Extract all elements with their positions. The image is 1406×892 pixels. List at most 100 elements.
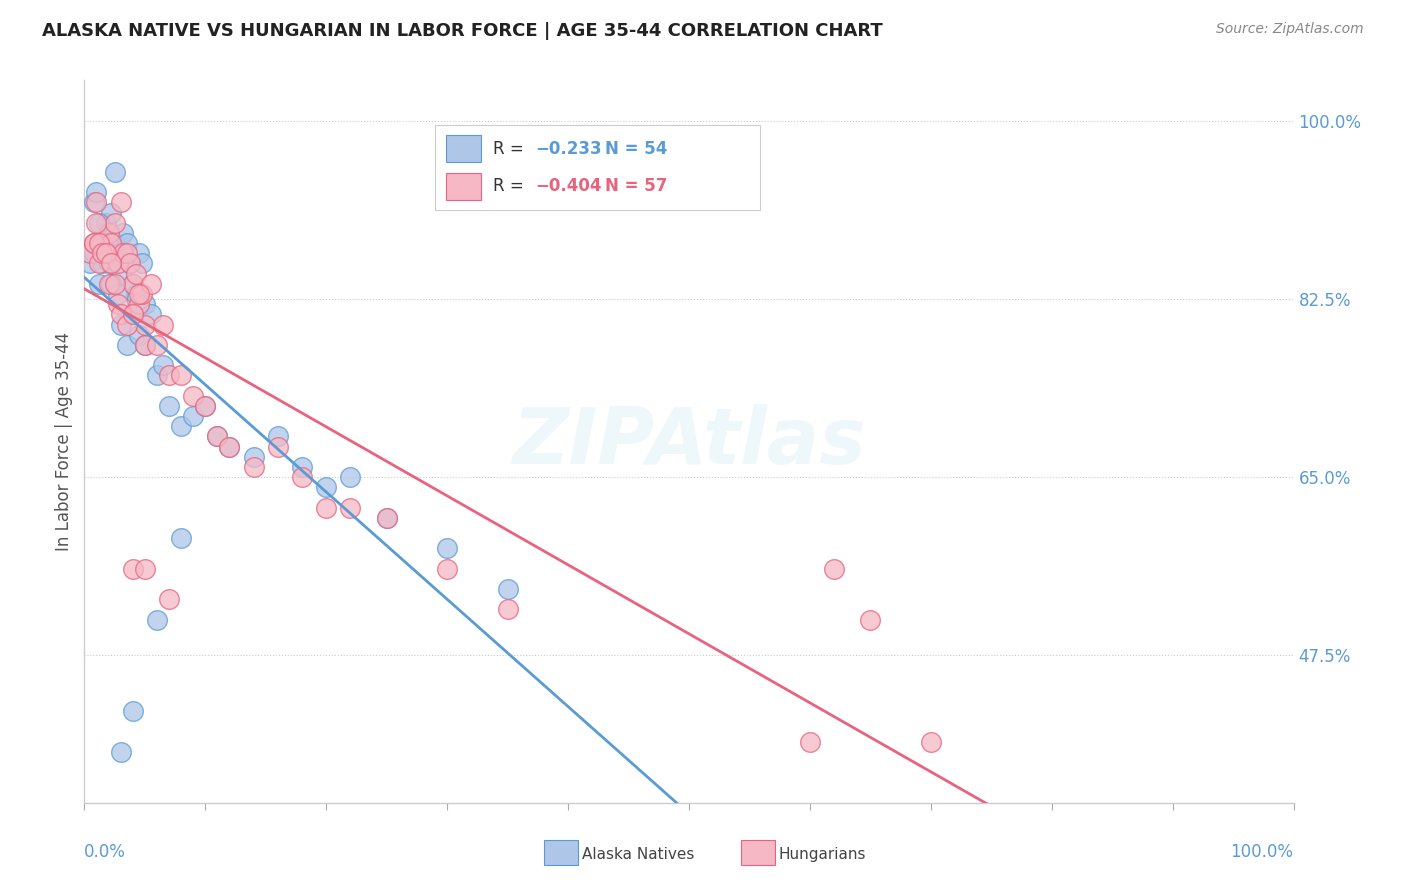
Point xyxy=(107,246,129,260)
Point xyxy=(131,256,153,270)
Point xyxy=(91,246,114,260)
Point xyxy=(128,297,150,311)
Point xyxy=(110,195,132,210)
Point xyxy=(87,216,110,230)
Point xyxy=(131,287,153,301)
Point xyxy=(170,531,193,545)
Point xyxy=(121,277,143,291)
Point xyxy=(134,318,156,332)
Point xyxy=(91,256,114,270)
Point xyxy=(242,450,264,464)
Point xyxy=(94,246,117,260)
Point xyxy=(170,419,193,434)
Point xyxy=(86,216,108,230)
Point xyxy=(97,226,120,240)
Point xyxy=(194,399,217,413)
Point xyxy=(97,256,120,270)
Point xyxy=(120,256,142,270)
Text: ALASKA NATIVE VS HUNGARIAN IN LABOR FORCE | AGE 35-44 CORRELATION CHART: ALASKA NATIVE VS HUNGARIAN IN LABOR FORC… xyxy=(42,22,883,40)
Point xyxy=(128,327,150,342)
Point xyxy=(134,338,156,352)
Point xyxy=(91,236,114,251)
Point xyxy=(146,613,169,627)
Point xyxy=(104,236,127,251)
Point xyxy=(104,165,127,179)
Point xyxy=(112,246,135,260)
Point xyxy=(496,582,519,596)
Point xyxy=(152,358,174,372)
Point xyxy=(112,226,135,240)
Point xyxy=(121,277,143,291)
Point xyxy=(86,236,108,251)
Point xyxy=(339,470,361,484)
Point xyxy=(859,613,882,627)
Point xyxy=(87,277,110,291)
Point xyxy=(146,368,169,383)
Point xyxy=(157,592,180,607)
Point xyxy=(125,267,148,281)
Point xyxy=(207,429,229,443)
Point xyxy=(83,236,105,251)
Point xyxy=(107,297,129,311)
Text: Hungarians: Hungarians xyxy=(779,847,866,862)
Point xyxy=(86,185,108,199)
Point xyxy=(339,500,361,515)
Point xyxy=(110,318,132,332)
Point xyxy=(139,277,162,291)
Point xyxy=(94,246,117,260)
Point xyxy=(121,562,143,576)
Point xyxy=(83,195,105,210)
Point xyxy=(125,287,148,301)
Point xyxy=(181,389,204,403)
Point xyxy=(110,267,132,281)
Point xyxy=(121,307,143,321)
Point xyxy=(100,256,122,270)
Point xyxy=(799,735,821,749)
Point xyxy=(79,246,101,260)
Text: Alaska Natives: Alaska Natives xyxy=(582,847,695,862)
Point xyxy=(920,735,942,749)
Text: −0.404: −0.404 xyxy=(534,178,602,195)
Text: 0.0%: 0.0% xyxy=(84,843,127,861)
Point xyxy=(152,318,174,332)
Point xyxy=(157,399,180,413)
Point xyxy=(120,256,142,270)
Text: N = 54: N = 54 xyxy=(605,140,668,158)
Point xyxy=(86,195,108,210)
Point xyxy=(496,602,519,616)
Point xyxy=(194,399,217,413)
Point xyxy=(91,236,114,251)
Point xyxy=(134,297,156,311)
Point xyxy=(267,429,290,443)
Point xyxy=(128,246,150,260)
Point xyxy=(291,460,314,475)
Point xyxy=(170,368,193,383)
Text: R =: R = xyxy=(492,178,523,195)
Text: R =: R = xyxy=(492,140,523,158)
Text: ZIPAtlas: ZIPAtlas xyxy=(512,403,866,480)
Point xyxy=(104,216,127,230)
Point xyxy=(823,562,845,576)
Point xyxy=(115,246,138,260)
Point xyxy=(134,562,156,576)
Point xyxy=(134,338,156,352)
Point xyxy=(79,256,101,270)
Point xyxy=(436,541,458,556)
Point xyxy=(83,236,105,251)
Point xyxy=(157,368,180,383)
Point xyxy=(121,307,143,321)
Point xyxy=(218,440,240,454)
Point xyxy=(139,307,162,321)
Point xyxy=(242,460,264,475)
Point xyxy=(267,440,290,454)
Point xyxy=(107,287,129,301)
Point xyxy=(375,511,398,525)
Point xyxy=(315,500,337,515)
Point xyxy=(107,256,129,270)
Text: Source: ZipAtlas.com: Source: ZipAtlas.com xyxy=(1216,22,1364,37)
Point xyxy=(100,236,122,251)
Point xyxy=(104,277,127,291)
Text: 100.0%: 100.0% xyxy=(1230,843,1294,861)
Point xyxy=(110,745,132,759)
Point xyxy=(94,246,117,260)
